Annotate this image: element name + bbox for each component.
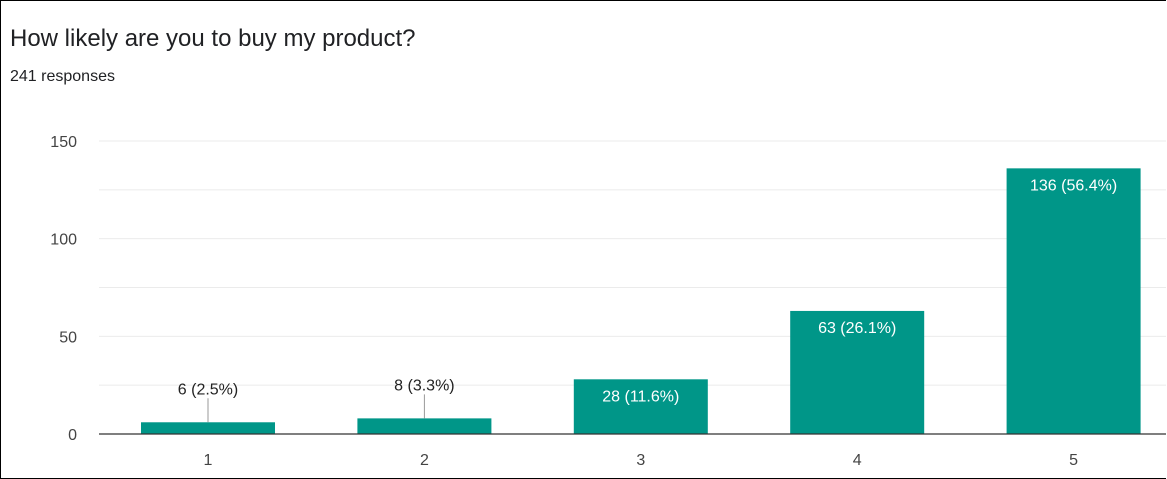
x-tick-label: 4 — [853, 452, 862, 469]
data-label: 28 (11.6%) — [602, 388, 679, 405]
bar — [573, 379, 708, 434]
y-tick-label: 150 — [50, 134, 77, 151]
x-tick-label: 1 — [204, 452, 213, 469]
chart-title: How likely are you to buy my product? — [10, 25, 416, 52]
bar — [357, 418, 492, 434]
bar — [790, 310, 925, 434]
data-label: 63 (26.1%) — [818, 320, 896, 337]
bar — [141, 422, 275, 434]
x-tick-label: 3 — [636, 452, 645, 469]
y-tick-label: 0 — [68, 427, 77, 444]
x-tick-label: 2 — [420, 452, 429, 469]
x-tick-label: 5 — [1069, 452, 1078, 469]
response-count: 241 responses — [10, 68, 115, 85]
bar — [1006, 168, 1141, 434]
data-label: 8 (3.3%) — [394, 377, 454, 394]
data-label: 6 (2.5%) — [178, 381, 238, 398]
y-tick-label: 100 — [50, 232, 77, 249]
y-tick-label: 50 — [59, 329, 77, 346]
data-label: 136 (56.4%) — [1030, 177, 1117, 194]
